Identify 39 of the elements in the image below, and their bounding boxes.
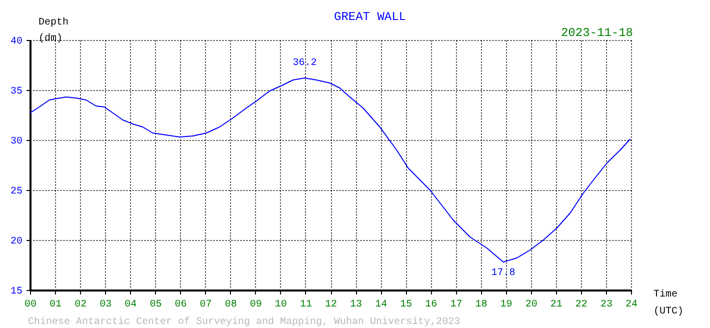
y-tick-label: 25: [10, 186, 22, 198]
x-tick-label: 09: [250, 300, 262, 310]
x-tick-label: 22: [575, 300, 588, 310]
text: Chinese Antarctic Center of Surveying and Mapping, Wuhan University,2023: [28, 316, 460, 328]
x-tick-label: 03: [100, 300, 112, 310]
x-tick-label: 19: [500, 300, 512, 310]
x-tick-label: 18: [475, 300, 488, 310]
y-tick-label: 35: [10, 86, 22, 98]
x-tick-label: 08: [224, 300, 237, 310]
x-tick-label: 05: [150, 300, 162, 310]
x-tick-label: 01: [50, 300, 62, 310]
x-tick-label: 12: [324, 300, 338, 310]
annotation: 17.8: [491, 268, 516, 279]
chart-title: GREAT WALL: [334, 10, 406, 24]
x-tick-label: 00: [24, 300, 37, 310]
x-tick-label: 10: [274, 300, 287, 310]
x-tick-label: 23: [600, 300, 612, 310]
x-tick-label: 21: [550, 300, 562, 310]
x-tick-label: 04: [124, 300, 137, 310]
annotation: 36.2: [292, 58, 317, 69]
x-tick-label: 14: [375, 300, 388, 310]
chart-subtitle: 2023-11-18: [560, 26, 633, 40]
x-tick-label: 02: [74, 300, 87, 310]
y-tick-label: 20: [10, 236, 22, 248]
x-tick-label: 20: [525, 300, 538, 310]
x-tick-label: 24: [625, 300, 638, 310]
x-tick-label: 17: [450, 300, 462, 310]
y-tick-label: 15: [10, 286, 22, 298]
x-tick-label: 13: [350, 300, 362, 310]
line-series: [30, 78, 631, 262]
x-axis-title: Time (UTC): [654, 288, 684, 318]
x-tick-label: 06: [174, 300, 187, 310]
x-tick-label: 16: [425, 300, 438, 310]
x-tick-label: 15: [400, 300, 412, 310]
x-tick-label: 11: [300, 300, 312, 310]
x-tick-label: 07: [200, 300, 212, 310]
y-tick-label: 30: [10, 136, 22, 148]
y-tick-label: 40: [10, 36, 22, 48]
y-axis-title: Depth (dm): [38, 16, 69, 44]
